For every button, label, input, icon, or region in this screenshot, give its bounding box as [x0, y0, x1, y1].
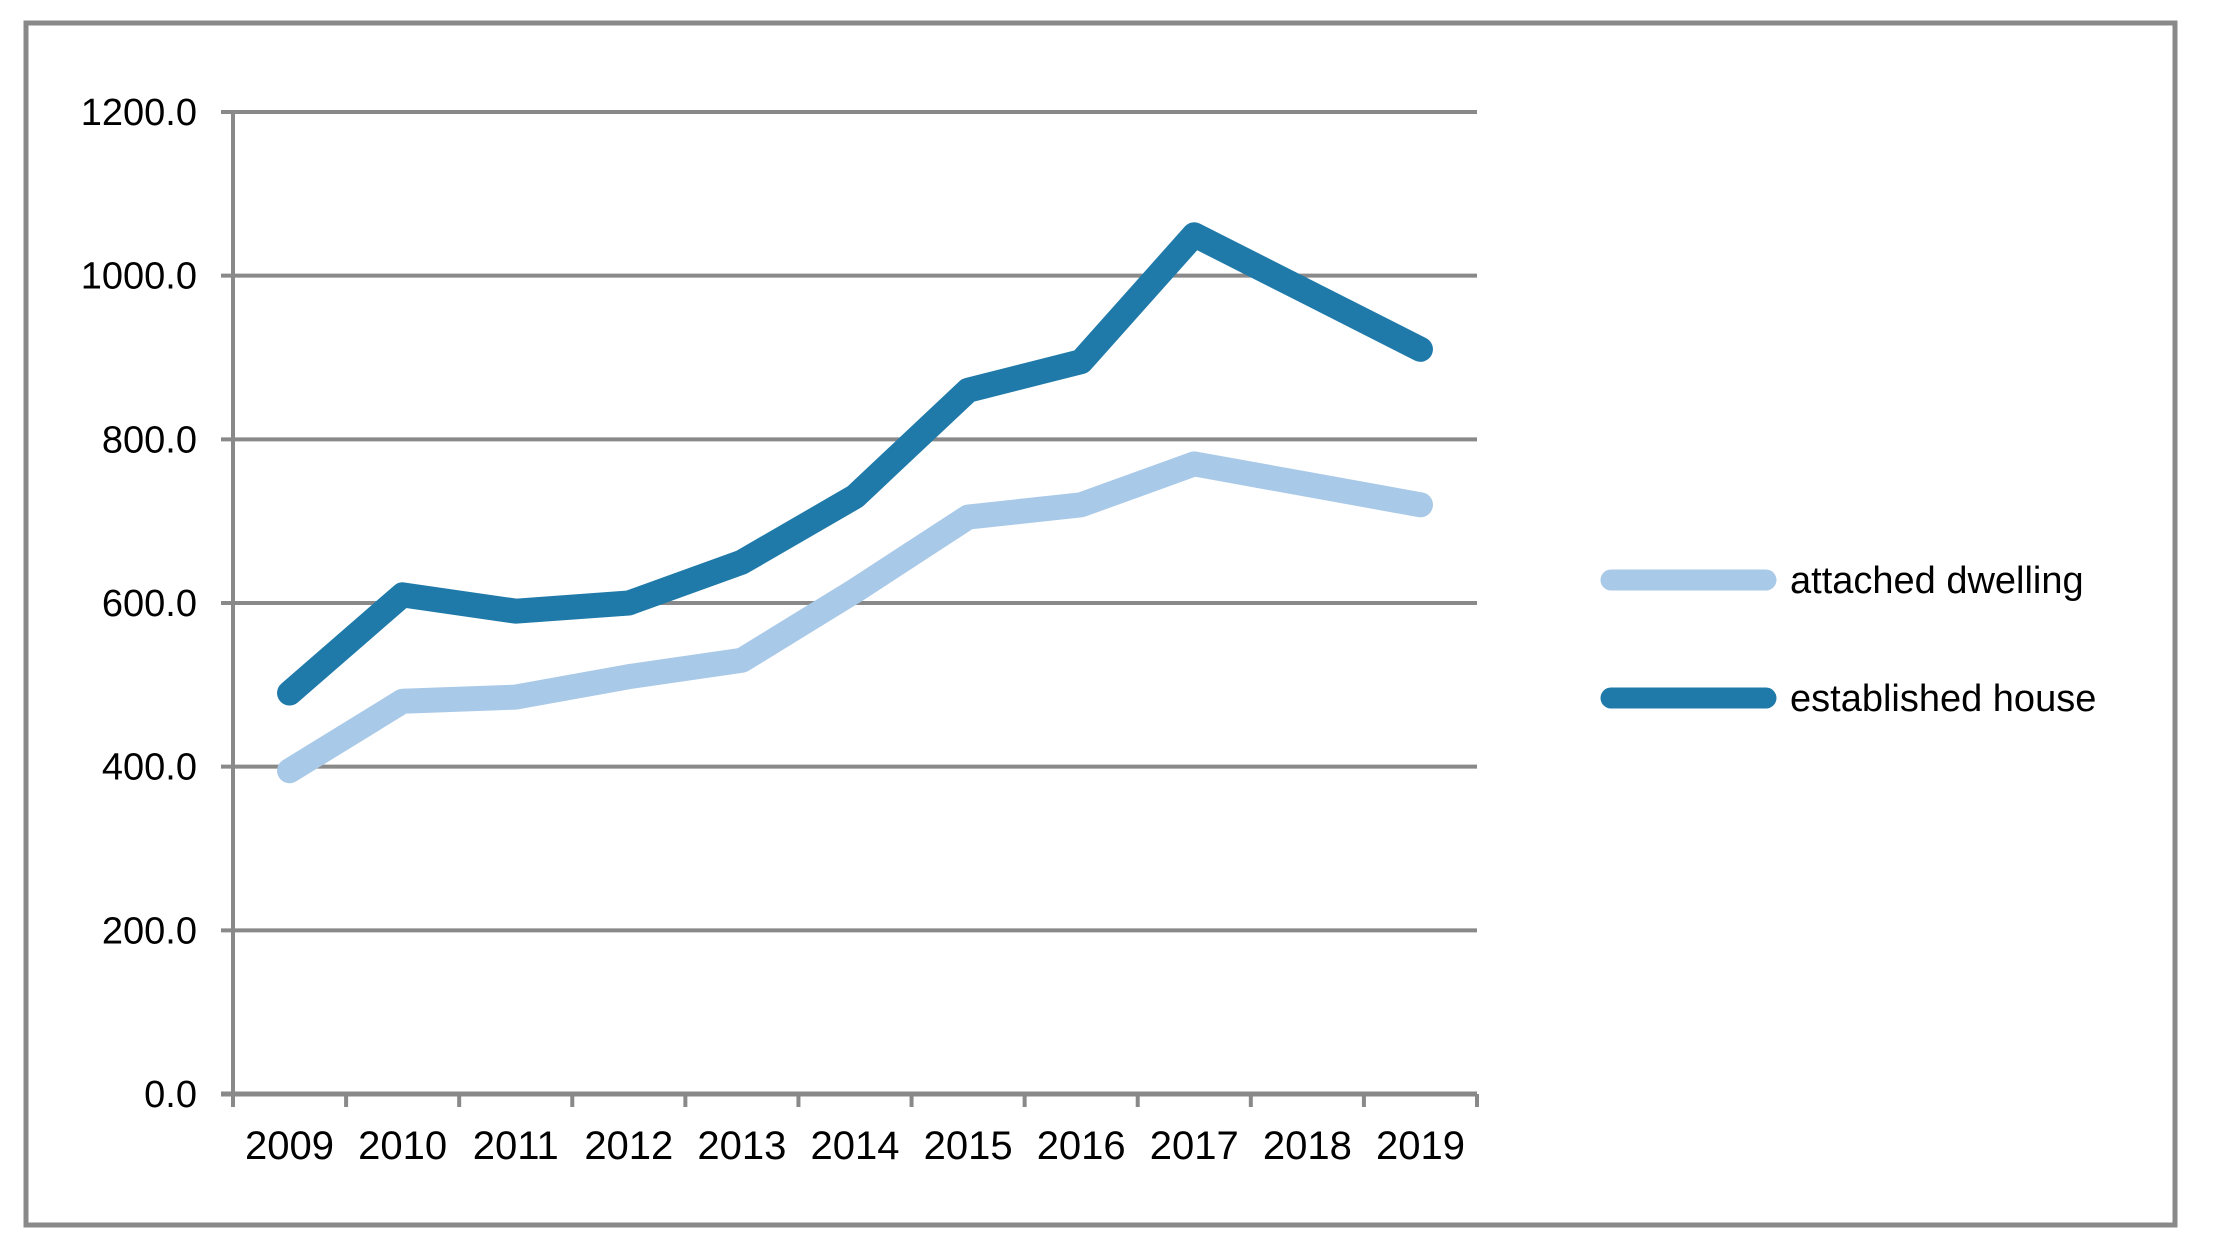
chart-border [23, 20, 2178, 1228]
x-tick-label: 2013 [697, 1124, 786, 1168]
y-tick-label: 1000.0 [81, 256, 197, 298]
x-tick-label: 2014 [811, 1124, 900, 1168]
legend-label-attached-dwelling: attached dwelling [1790, 560, 2084, 602]
series-line-established-house [277, 222, 1433, 706]
x-tick-label: 2016 [1037, 1124, 1126, 1168]
series-line-attached-dwelling [277, 451, 1433, 784]
x-tick-label: 2015 [924, 1124, 1013, 1168]
x-tick-label: 2018 [1263, 1124, 1352, 1168]
y-tick-label: 1200.0 [81, 92, 197, 134]
y-tick-label: 400.0 [102, 747, 197, 789]
x-tick-label: 2009 [245, 1124, 334, 1168]
x-tick-label: 2011 [473, 1124, 559, 1168]
x-tick-label: 2017 [1150, 1124, 1239, 1168]
x-tick-label: 2012 [584, 1124, 673, 1168]
y-tick-label: 800.0 [102, 419, 197, 461]
x-tick-label: 2019 [1376, 1124, 1465, 1168]
y-tick-label: 600.0 [102, 583, 197, 625]
y-tick-label: 200.0 [102, 910, 197, 952]
y-tick-label: 0.0 [144, 1074, 197, 1116]
legend-label-established-house: established house [1790, 678, 2096, 720]
x-tick-label: 2010 [358, 1124, 447, 1168]
